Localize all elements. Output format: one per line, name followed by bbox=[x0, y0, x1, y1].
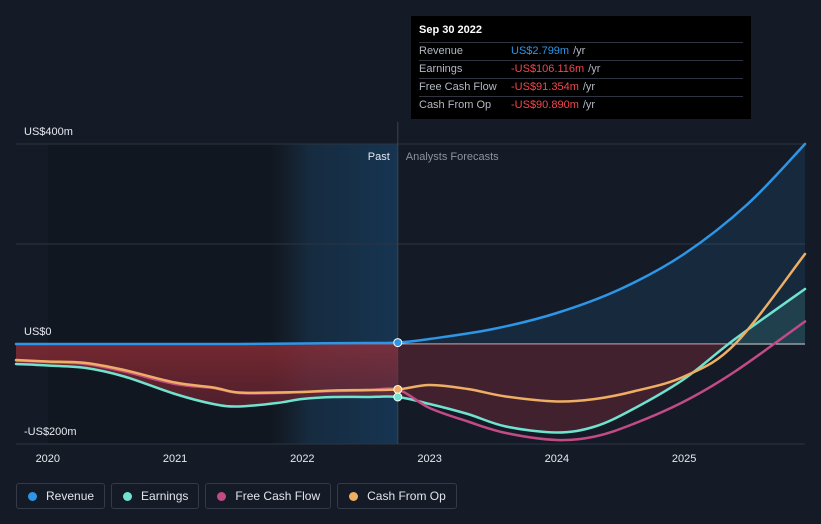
tooltip-label: Earnings bbox=[419, 63, 463, 75]
revenue-dot-icon bbox=[28, 491, 37, 501]
y-tick-label: -US$200m bbox=[24, 426, 77, 438]
forecast-label: Analysts Forecasts bbox=[406, 151, 499, 163]
legend-label: Revenue bbox=[46, 489, 95, 503]
x-tick-label: 2022 bbox=[290, 453, 314, 465]
tooltip-unit: /yr bbox=[582, 81, 596, 93]
earnings-marker bbox=[393, 392, 403, 402]
x-tick-label: 2024 bbox=[545, 453, 569, 465]
earnings-negative-area-forecast bbox=[397, 344, 805, 433]
y-tick-label: US$400m bbox=[24, 126, 73, 138]
tooltip-unit: /yr bbox=[582, 99, 596, 111]
past-label: Past bbox=[368, 151, 390, 163]
legend-label: Cash From Op bbox=[367, 489, 446, 503]
tooltip-value: -US$90.890m bbox=[511, 99, 579, 111]
tooltip-label: Free Cash Flow bbox=[419, 81, 497, 93]
legend-item-earnings[interactable]: Earnings bbox=[111, 483, 200, 509]
earnings-dot-icon bbox=[123, 491, 133, 501]
legend: Revenue Earnings Free Cash Flow Cash Fro… bbox=[16, 483, 457, 509]
tooltip-unit: /yr bbox=[588, 63, 601, 75]
tooltip-row-revenue: Revenue US$2.799m /yr bbox=[419, 42, 743, 60]
x-tick-label: 2025 bbox=[672, 453, 696, 465]
revenue-line bbox=[14, 142, 807, 346]
earnings-line bbox=[14, 287, 807, 434]
tooltip-row-cash-from-op: Cash From Op -US$90.890m /yr bbox=[419, 96, 743, 114]
earnings-positive-area bbox=[397, 289, 805, 344]
tooltip-unit: /yr bbox=[573, 45, 586, 57]
revenue-marker bbox=[393, 338, 403, 348]
tooltip-row-earnings: Earnings -US$106.116m /yr bbox=[419, 60, 743, 78]
x-tick-label: 2020 bbox=[36, 453, 60, 465]
cash-from-op-marker bbox=[393, 384, 403, 394]
legend-item-cash-from-op[interactable]: Cash From Op bbox=[337, 483, 457, 509]
legend-item-free-cash-flow[interactable]: Free Cash Flow bbox=[205, 483, 332, 509]
chart-canvas: US$400m US$0 -US$200m 2020 2021 2022 2023 2024 2… bbox=[14, 122, 807, 465]
cash-from-op-line bbox=[14, 252, 807, 403]
free-cash-flow-dot-icon bbox=[217, 491, 227, 501]
y-tick-label: US$0 bbox=[24, 326, 52, 338]
tooltip-label: Cash From Op bbox=[419, 99, 492, 111]
tooltip: Sep 30 2022 Revenue US$2.799m /yr Earnin… bbox=[411, 16, 751, 119]
legend-item-revenue[interactable]: Revenue bbox=[16, 483, 106, 509]
cash-from-op-dot-icon bbox=[349, 491, 359, 501]
tooltip-label: Revenue bbox=[419, 45, 464, 57]
tooltip-value: -US$91.354m bbox=[511, 81, 579, 93]
tooltip-value: US$2.799m bbox=[511, 45, 570, 57]
revenue-area bbox=[16, 144, 805, 345]
tooltip-value: -US$106.116m bbox=[511, 63, 585, 75]
tooltip-row-free-cash-flow: Free Cash Flow -US$91.354m /yr bbox=[419, 78, 743, 96]
x-tick-label: 2021 bbox=[163, 453, 187, 465]
x-tick-label: 2023 bbox=[417, 453, 441, 465]
tooltip-date: Sep 30 2022 bbox=[419, 24, 482, 36]
legend-label: Earnings bbox=[141, 489, 189, 503]
legend-label: Free Cash Flow bbox=[235, 489, 321, 503]
